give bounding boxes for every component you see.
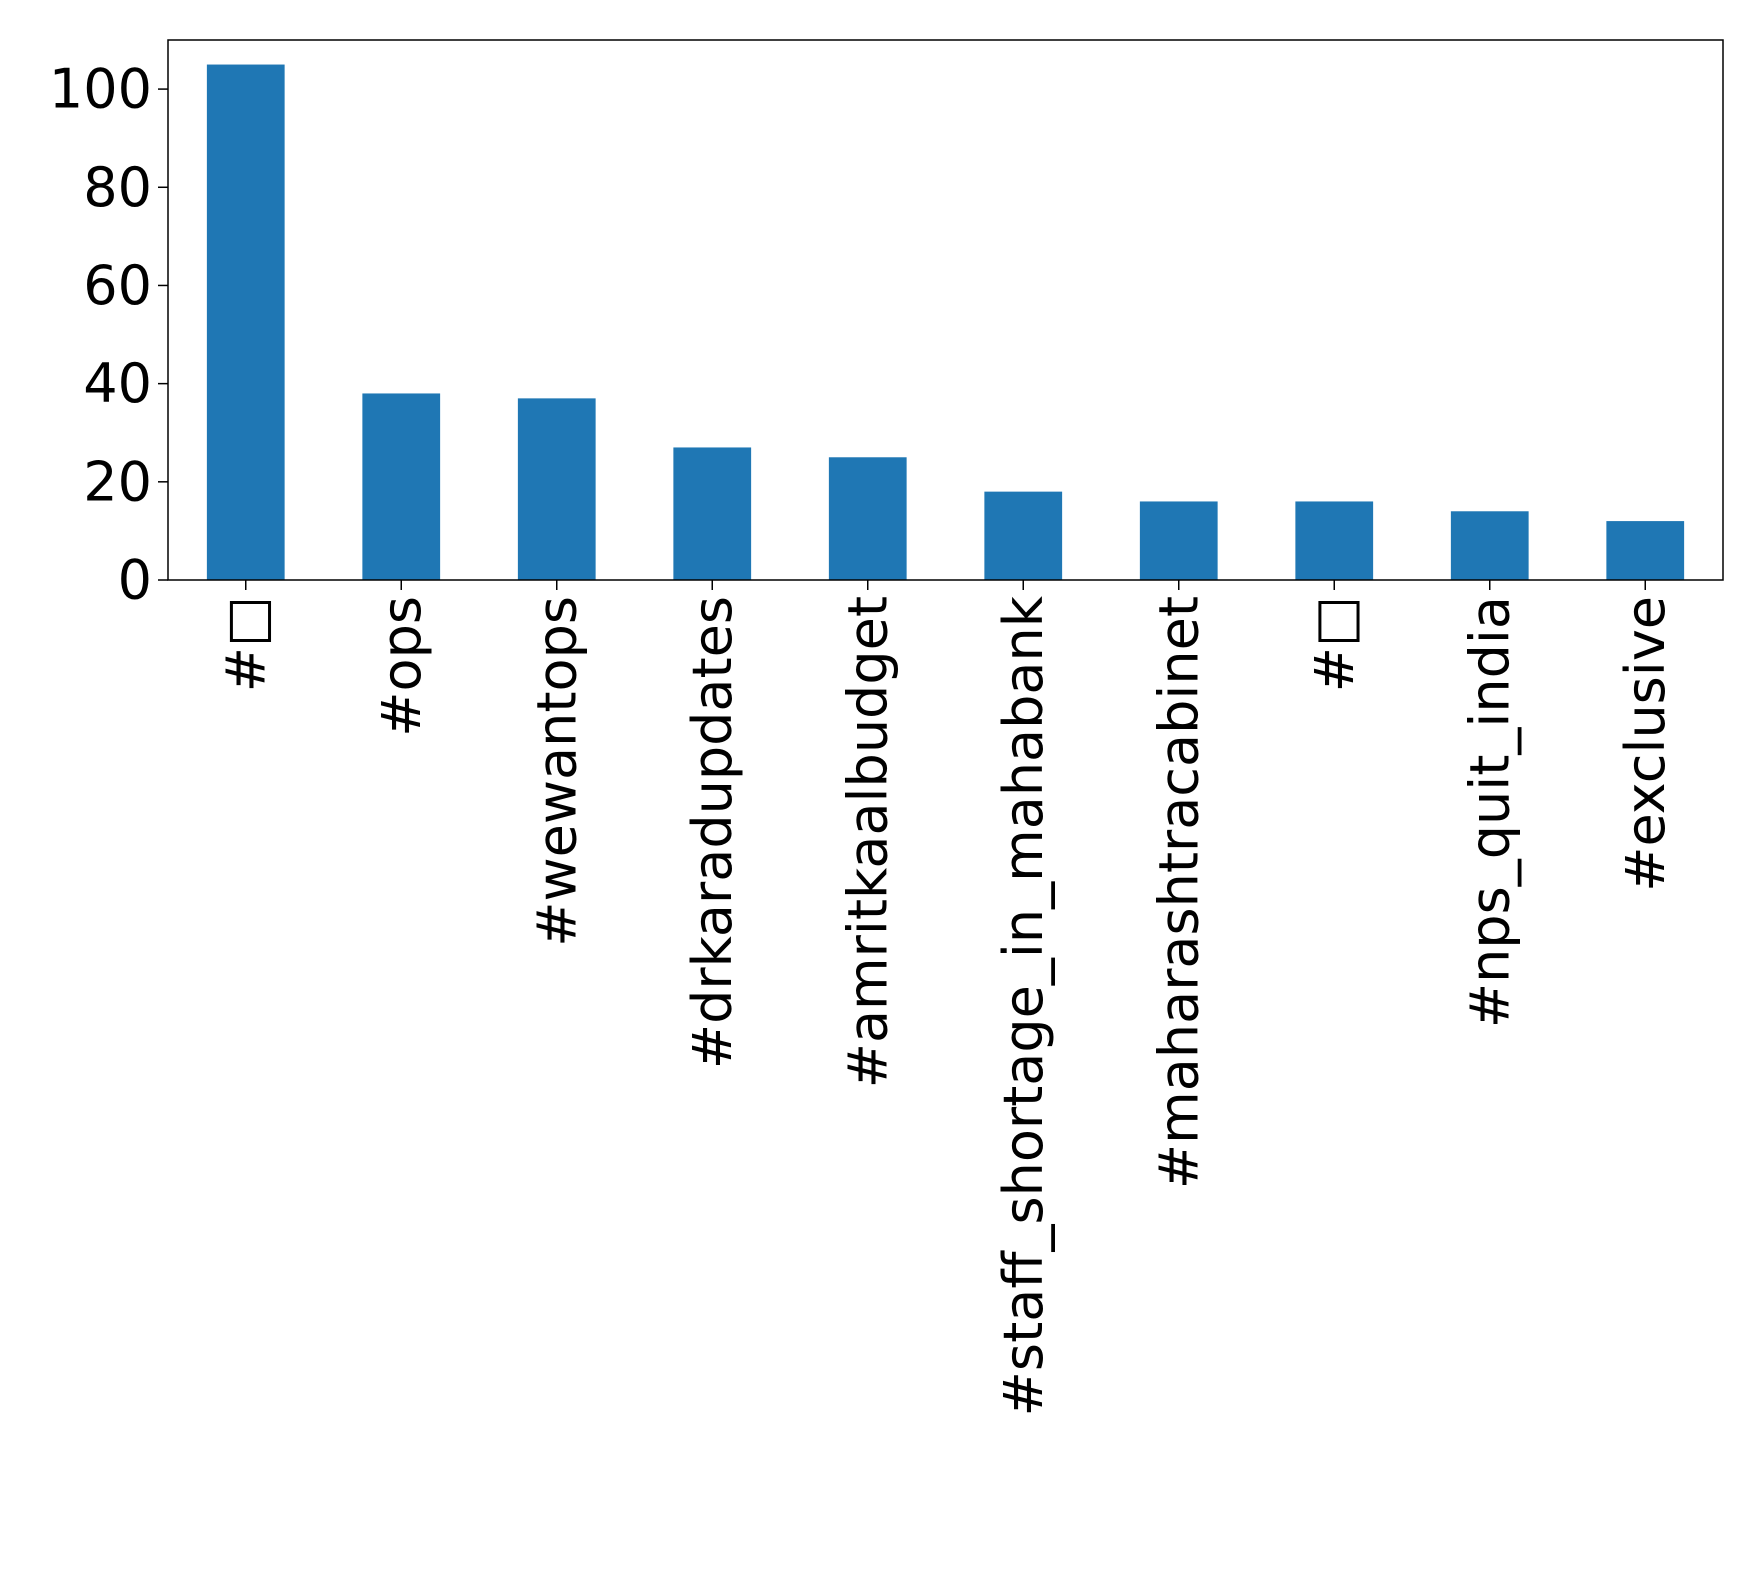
y-tick-label: 0: [118, 549, 152, 612]
bar-7: [1295, 501, 1374, 580]
bar-9: [1606, 521, 1685, 580]
bar-8: [1450, 511, 1529, 580]
y-tick-label: 80: [83, 156, 152, 219]
bar-1: [362, 393, 441, 580]
bar-6: [1139, 501, 1218, 580]
bar-2: [517, 398, 596, 580]
bar-4: [828, 457, 907, 580]
bars-layer: [206, 64, 1685, 580]
x-tick-label: #wewantops: [525, 596, 588, 947]
y-tick-label: 100: [49, 58, 152, 121]
x-tick-label: #□: [1303, 596, 1366, 692]
y-tick-label: 60: [83, 254, 152, 317]
x-tick-label: #staff_shortage_in_mahabank: [992, 595, 1055, 1416]
x-tick-label: #nps_quit_india: [1458, 596, 1521, 1028]
bar-0: [206, 64, 285, 580]
bar-3: [673, 447, 752, 580]
x-tick-label: #amritkaalbudget: [836, 596, 899, 1088]
bar-5: [984, 491, 1063, 580]
plot-frame: [167, 39, 1724, 581]
y-tick-label: 40: [83, 352, 152, 415]
y-tick-label: 20: [83, 450, 152, 513]
x-tick-label: #□: [214, 596, 277, 692]
x-tick-label: #exclusive: [1614, 596, 1677, 892]
y-axis: 0 20 40 60 80 100: [49, 58, 168, 612]
x-tick-label: #maharashtracabinet: [1147, 596, 1210, 1189]
x-axis: #□ #ops #wewantops #drkaradupdates #amritkaa…: [214, 580, 1677, 1416]
x-tick-label: #drkaradupdates: [681, 596, 744, 1069]
x-tick-label: #ops: [370, 596, 433, 737]
